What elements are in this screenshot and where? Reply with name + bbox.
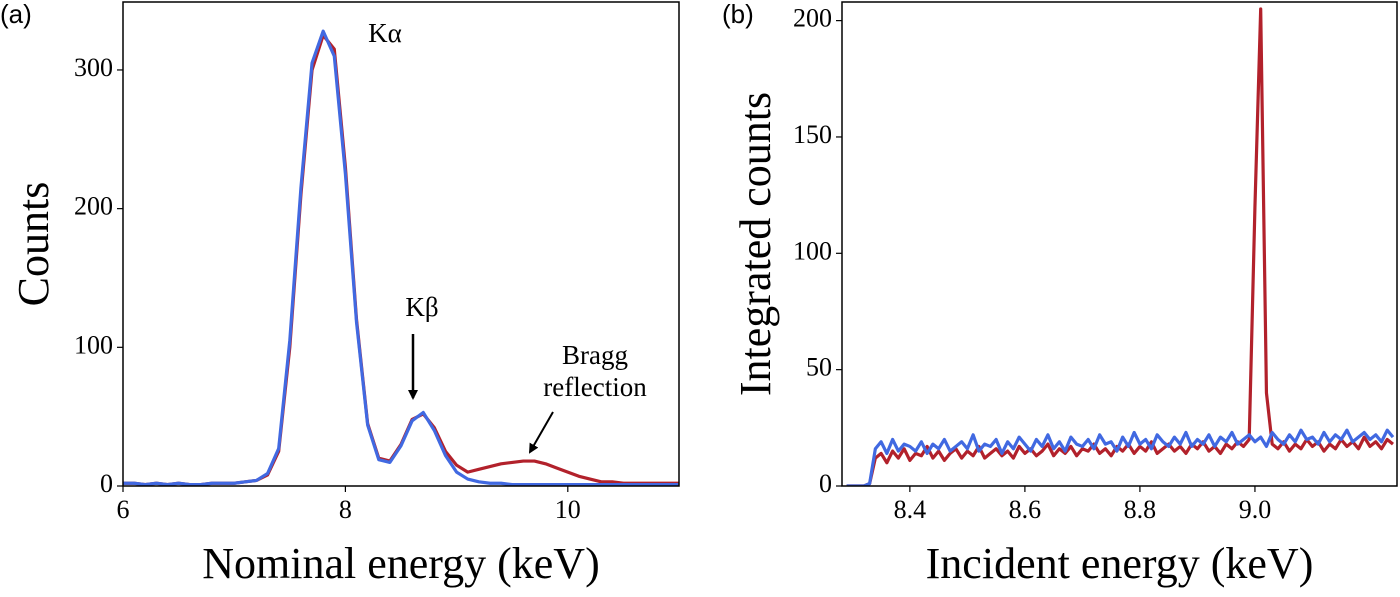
x-axis-label: Incident energy (keV) xyxy=(926,539,1314,588)
data-line xyxy=(123,33,679,486)
y-tick-label: 300 xyxy=(74,53,113,82)
y-tick-label: 200 xyxy=(793,4,832,33)
arrow xyxy=(529,411,554,454)
plot-area xyxy=(123,29,679,486)
annotation-line: Bragg xyxy=(562,340,628,370)
annotation: Kα xyxy=(368,18,402,48)
annotation: Kβ xyxy=(405,292,438,322)
panel: 8.4 8.6 8.8 9.0 0 50 100 150 200 Incident energy … xyxy=(722,0,1398,588)
x-axis-label: Nominal energy (keV) xyxy=(202,539,600,588)
x-tick-label: 8.4 xyxy=(894,495,927,524)
y-tick-label: 100 xyxy=(74,330,113,359)
y-tick-label: 150 xyxy=(793,120,832,149)
x-tick-label: 8.6 xyxy=(1009,495,1042,524)
plot-area xyxy=(846,7,1395,486)
y-axis-label: Integrated counts xyxy=(731,92,780,396)
x-tick-label: 6 xyxy=(117,495,130,524)
panel-label: (b) xyxy=(722,0,754,29)
y-axis-label: Counts xyxy=(9,182,58,307)
axes-frame xyxy=(841,1,1398,487)
annotation: Bragg reflection xyxy=(543,340,647,402)
data-line xyxy=(846,428,1395,486)
y-tick-label: 0 xyxy=(819,469,832,498)
data-line xyxy=(846,7,1394,486)
panel-label: (a) xyxy=(0,0,32,29)
x-tick-label: 8 xyxy=(339,495,352,524)
y-tick-label: 200 xyxy=(74,192,113,221)
x-tick-label: 10 xyxy=(555,495,581,524)
y-tick-label: 100 xyxy=(793,236,832,265)
x-tick-label: 9.0 xyxy=(1239,495,1272,524)
x-tick-label: 8.8 xyxy=(1124,495,1157,524)
y-tick-label: 0 xyxy=(100,469,113,498)
y-tick-label: 50 xyxy=(806,353,832,382)
axes-frame xyxy=(122,1,680,487)
data-line xyxy=(123,29,679,486)
annotation-line: reflection xyxy=(543,372,647,402)
